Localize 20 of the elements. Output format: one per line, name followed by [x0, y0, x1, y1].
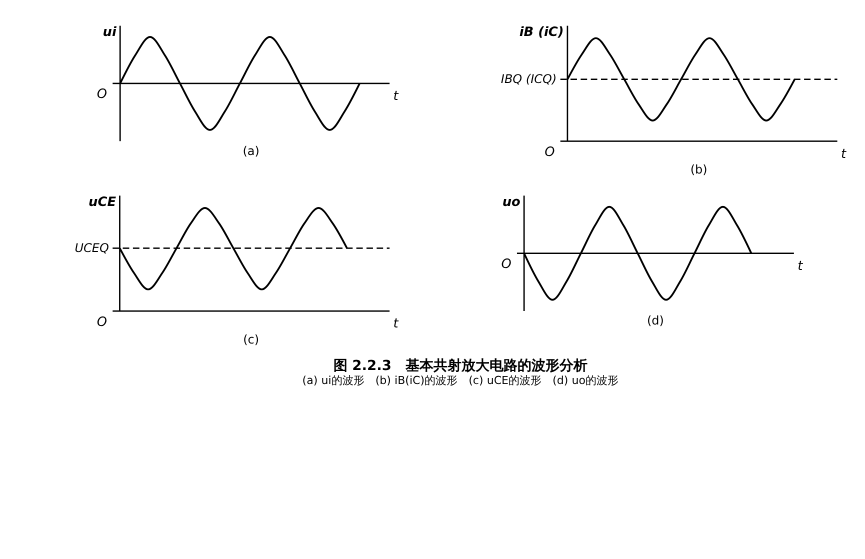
text: (a) ui的波形 (b) iB(iC)的波形 (c) uCE的波形 (d) uo的波形 — [302, 374, 618, 387]
y-axis-title: iB (iC) — [519, 24, 564, 40]
text: (b) — [690, 162, 708, 176]
x-axis-title: t — [841, 146, 847, 162]
ref-line-label: IBQ (ICQ) — [500, 72, 557, 86]
x-axis-title: t — [798, 258, 804, 274]
text: O — [544, 144, 555, 160]
text: (c) — [243, 332, 260, 346]
x-axis-title: t — [393, 89, 400, 104]
x-axis-title: t — [393, 316, 400, 332]
text: O — [501, 257, 512, 272]
y-axis-title: ui — [102, 24, 117, 40]
text: O — [96, 314, 108, 330]
text: O — [96, 87, 108, 102]
ref-line-label: UCEQ — [74, 240, 109, 255]
text: (a) — [242, 144, 260, 158]
y-axis-title: uCE — [88, 194, 116, 210]
y-axis-title: uo — [502, 194, 521, 210]
caption: 图 2.2.3 基本共射放大电路的波形分析 — [333, 358, 588, 374]
text: (d) — [646, 314, 664, 328]
